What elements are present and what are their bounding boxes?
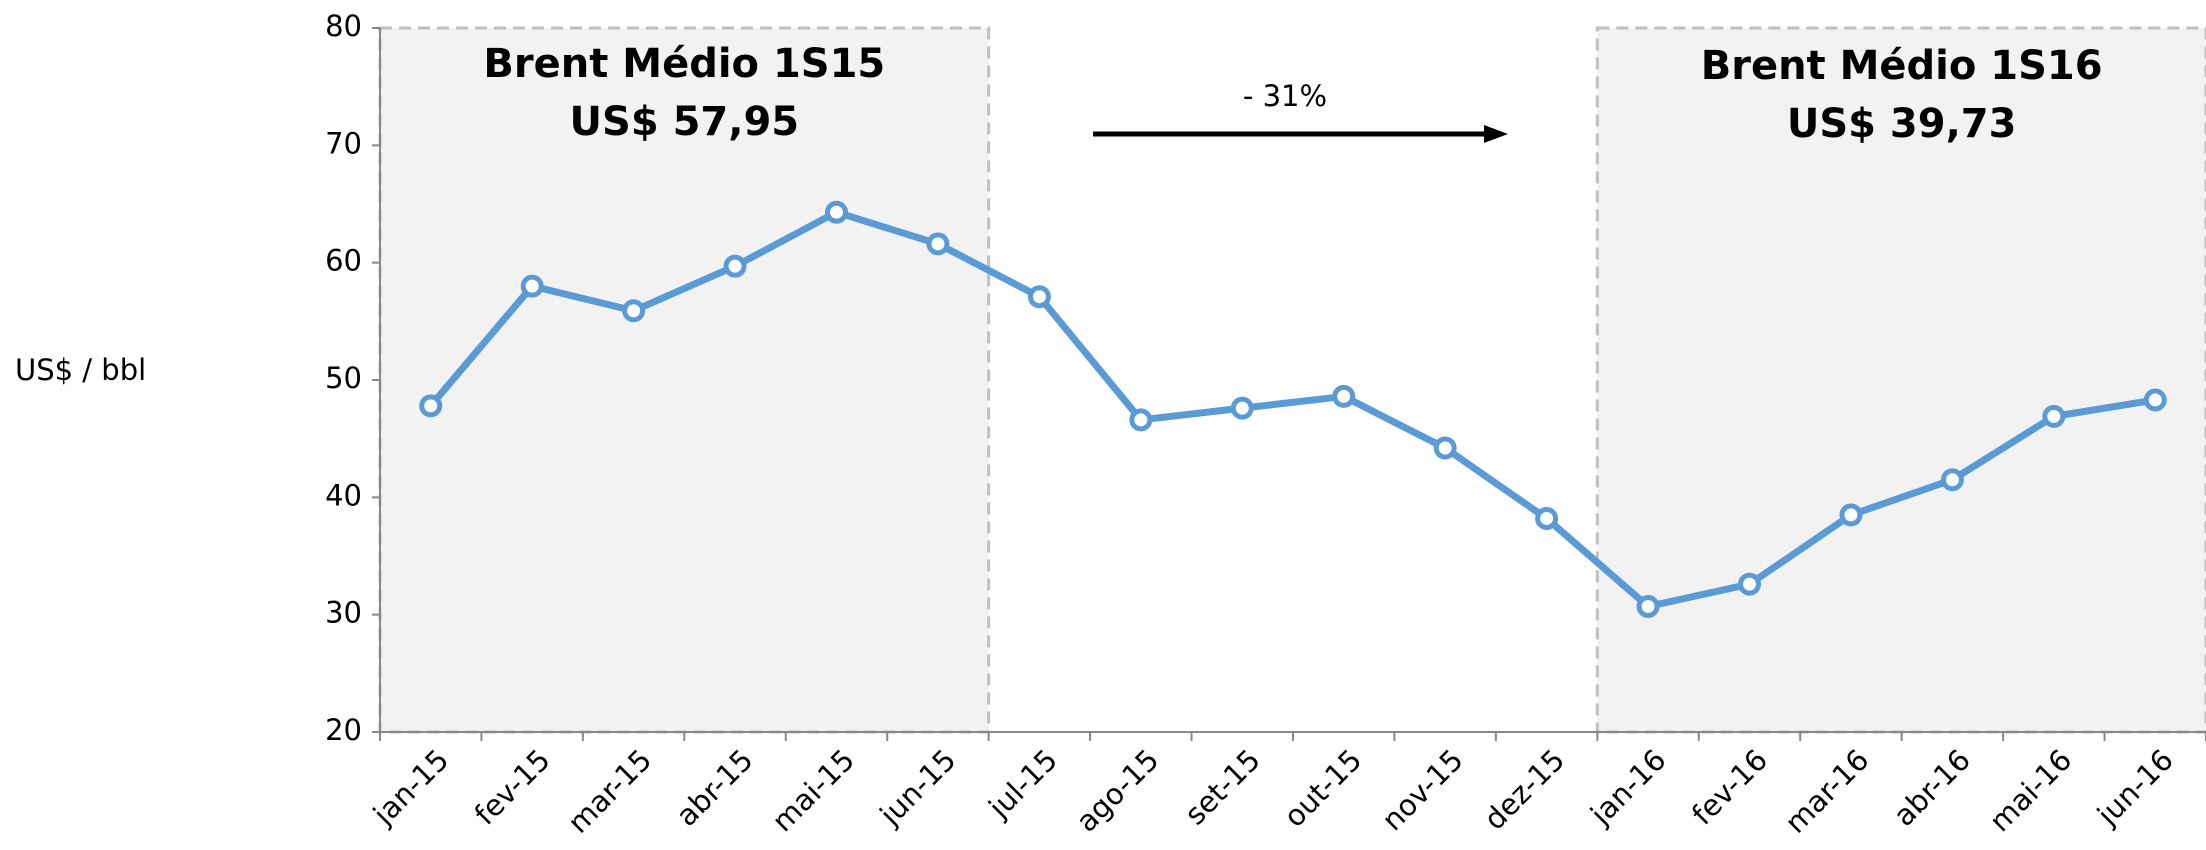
marker: [1839, 503, 1863, 527]
annotation: - 31%: [1243, 79, 1327, 113]
marker: [926, 232, 950, 256]
x-tick-label: nov-15: [1375, 743, 1470, 838]
x-tick-label: dez-15: [1477, 743, 1571, 837]
marker: [1738, 572, 1761, 596]
x-tick-label: jun-16: [2090, 743, 2180, 833]
marker: [2042, 404, 2066, 428]
marker: [520, 274, 544, 298]
arrow-head: [1484, 125, 1508, 143]
y-tick-label: 50: [325, 361, 362, 395]
x-tick-label: fev-16: [1685, 743, 1774, 832]
period-box: [1595, 26, 2206, 734]
annotation: US$ 39,73: [1787, 101, 2017, 147]
y-tick-label: 30: [325, 596, 362, 630]
marker: [1332, 384, 1356, 408]
x-tick-label: jan-16: [1583, 743, 1673, 833]
x-tick-label: mar-15: [561, 743, 658, 840]
marker: [825, 200, 848, 224]
y-tick-label: 40: [325, 478, 362, 512]
y-tick-label: 70: [325, 126, 362, 160]
marker: [2143, 388, 2167, 412]
x-tick-label: set-15: [1178, 743, 1267, 832]
line: [428, 208, 2156, 610]
x-tick-label: mai-16: [1983, 743, 2079, 839]
x-tick-label: jul-15: [981, 743, 1064, 826]
marker: [1129, 408, 1153, 432]
x-tick-label: fev-15: [468, 743, 557, 832]
marker: [419, 394, 443, 418]
y-tick-label: 20: [325, 713, 362, 747]
annotation: US$ 57,95: [570, 99, 800, 145]
x-tick-label: jun-15: [873, 743, 963, 833]
x-tick-label: jan-15: [366, 743, 456, 833]
x-tick-label: abr-15: [669, 743, 759, 833]
marker: [1433, 436, 1457, 460]
annotation: Brent Médio 1S15: [483, 41, 885, 87]
marker: [1230, 396, 1254, 420]
period-box: [378, 26, 991, 734]
x-tick-label: mai-15: [765, 743, 861, 839]
marker: [723, 254, 747, 278]
marker: [622, 299, 646, 323]
x-tick-label: ago-15: [1069, 743, 1165, 839]
x-tick-label: abr-16: [1887, 743, 1977, 833]
y-tick-label: 80: [325, 9, 362, 43]
marker: [1940, 468, 1964, 492]
y-axis-label: US$ / bbl: [15, 353, 146, 387]
marker: [1636, 594, 1660, 618]
marker: [1027, 285, 1051, 309]
annotation: Brent Médio 1S16: [1701, 43, 2103, 89]
marker: [1535, 506, 1559, 530]
x-tick-label: mar-16: [1778, 743, 1875, 840]
x-tick-label: out-15: [1277, 743, 1368, 834]
y-tick-label: 60: [325, 244, 362, 278]
